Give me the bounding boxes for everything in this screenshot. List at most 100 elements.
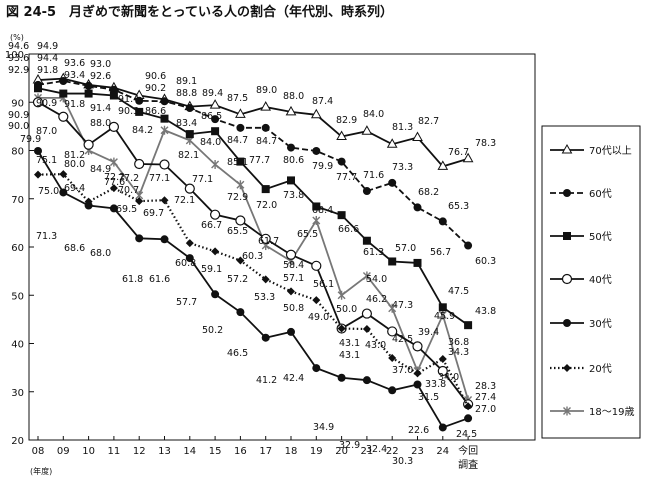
data-label: 28.3 (475, 381, 496, 392)
x-tick-label: 13 (158, 446, 171, 457)
x-tick-label: 10 (82, 446, 95, 457)
data-point (160, 114, 169, 123)
data-label: 30.3 (392, 456, 413, 467)
data-label: 80.6 (283, 155, 304, 166)
chart-title: 図 24-5 月ぎめで新聞をとっている人の割合（年代別、時系列） (6, 5, 394, 20)
data-point (109, 204, 118, 213)
data-point (59, 89, 68, 98)
legend-item: 18～19歳 (550, 406, 634, 418)
data-point (287, 327, 295, 336)
data-label: 84.7 (256, 136, 277, 147)
legend-marker (561, 273, 573, 285)
data-point (135, 234, 144, 243)
y-tick-label: 20 (11, 436, 24, 447)
data-label: 33.8 (425, 379, 446, 390)
data-label: 42.4 (283, 373, 304, 384)
data-label: 68.6 (64, 243, 85, 254)
data-label: 88.8 (176, 88, 197, 99)
x-tick-label: 22 (386, 446, 399, 457)
data-point (185, 130, 194, 139)
x-tick-label: 24 (436, 446, 449, 457)
data-point (235, 108, 246, 118)
data-point (412, 131, 423, 141)
data-point (209, 99, 221, 109)
y-tick-label: 90 (11, 98, 24, 109)
data-point (34, 84, 42, 93)
data-label: 34.0 (438, 372, 459, 383)
legend-item: 50代 (550, 231, 612, 243)
series-5 (34, 146, 473, 432)
data-label: 82.9 (336, 115, 357, 126)
data-label: 84.0 (200, 137, 221, 148)
data-label: 68.2 (418, 187, 439, 198)
data-label: 77.7 (249, 155, 270, 166)
data-label: 90.6 (145, 71, 166, 82)
x-tick-label: 今回 (458, 444, 478, 457)
data-label: 37.0 (392, 365, 413, 376)
data-label: 61.6 (149, 274, 170, 285)
data-label: 43.0 (365, 340, 386, 351)
data-label: 92.6 (90, 71, 111, 82)
legend-label: 18～19歳 (589, 406, 634, 418)
data-label: 77.1 (149, 173, 170, 184)
data-point (109, 184, 118, 193)
data-point (59, 188, 68, 197)
data-point (413, 258, 422, 267)
data-point (84, 81, 93, 90)
data-label: 79.9 (20, 134, 41, 145)
data-label: 90.9 (8, 110, 29, 121)
data-label: 57.0 (395, 243, 416, 254)
data-label: 27.0 (475, 404, 496, 415)
data-label: 89.0 (256, 85, 277, 96)
data-label: 71.3 (36, 231, 57, 242)
data-label: 59.1 (201, 264, 222, 275)
data-label: 93.6 (8, 53, 29, 64)
data-point (362, 187, 371, 196)
data-point (261, 275, 270, 284)
chart-legend: 70代以上 60代 50代 40代 30代 20代 18～19歳 (541, 125, 641, 439)
x-tick-label: 09 (57, 446, 70, 457)
data-point (312, 146, 321, 155)
x-tick-label: 調査 (458, 458, 478, 471)
y-tick-label: 60 (11, 243, 24, 254)
data-point (311, 260, 322, 271)
legend-label: 40代 (589, 274, 612, 286)
data-label: 61.8 (122, 274, 143, 285)
data-label: 69.4 (64, 183, 85, 194)
data-label: 90.3 (118, 106, 139, 117)
data-label: 85.1 (227, 157, 248, 168)
data-label: 87.0 (36, 126, 57, 137)
data-label: 84.9 (90, 164, 111, 175)
data-label: 77.6 (104, 177, 125, 188)
x-tick-label: 14 (183, 446, 196, 457)
data-label: 87.4 (312, 96, 333, 107)
data-point (84, 89, 93, 98)
data-point (464, 402, 473, 411)
data-labels: 94.693.692.990.990.079.975.094.994.491.8… (8, 41, 496, 467)
data-point (211, 290, 220, 299)
data-label: 93.4 (64, 70, 85, 81)
series-6 (34, 170, 473, 411)
data-label: 53.3 (254, 292, 275, 303)
data-label: 91.8 (37, 65, 58, 76)
x-tick-label: 20 (335, 446, 348, 457)
series-line (38, 97, 469, 401)
data-point (236, 256, 245, 265)
data-label: 94.9 (37, 41, 58, 52)
data-label: 79.9 (312, 161, 333, 172)
legend-marker (563, 189, 571, 197)
data-point (135, 197, 144, 206)
data-point (160, 97, 169, 106)
data-point (386, 138, 398, 148)
data-label: 50.0 (336, 304, 357, 315)
legend-item: 30代 (550, 318, 612, 330)
data-point (109, 91, 118, 100)
data-label: 65.3 (448, 201, 469, 212)
data-label: 32.4 (366, 444, 387, 455)
data-point (312, 296, 321, 305)
data-label: 83.4 (176, 118, 197, 129)
data-label: 32.9 (339, 440, 360, 451)
data-label: 69.5 (116, 204, 137, 215)
data-point (160, 125, 169, 135)
data-label: 65.5 (297, 229, 318, 240)
